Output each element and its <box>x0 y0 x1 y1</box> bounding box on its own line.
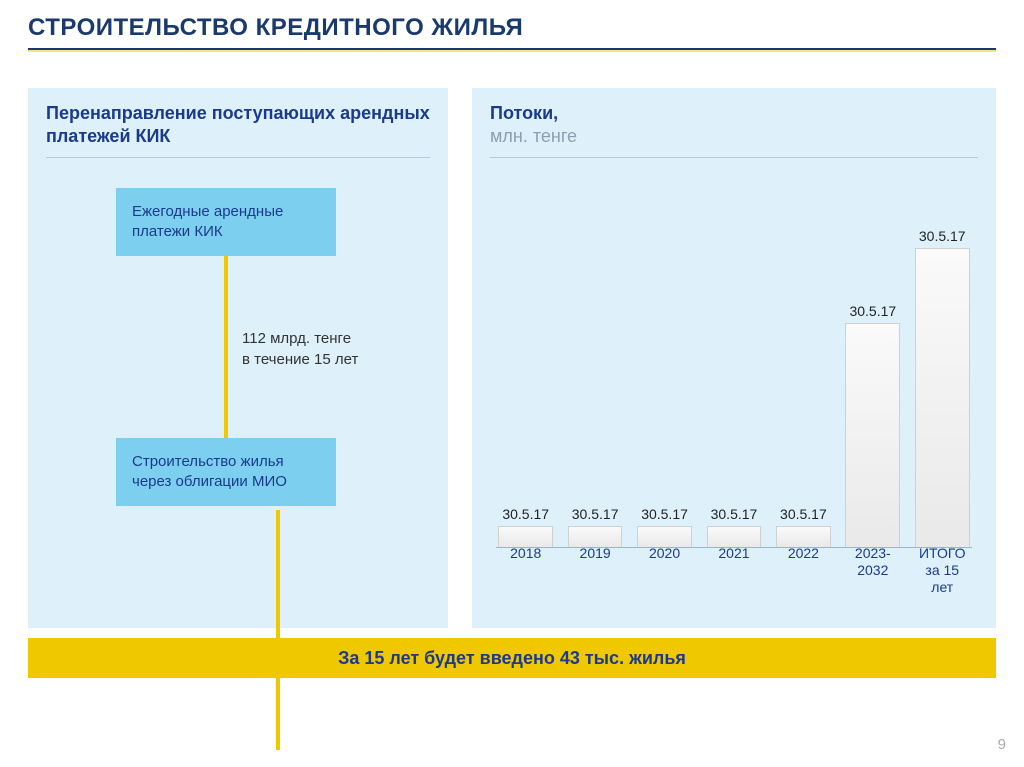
title-underline <box>28 48 996 50</box>
diagram-connector <box>224 256 228 438</box>
x-axis-label: ИТОГОза 15 лет <box>913 539 972 595</box>
bar-value-label: 30.5.17 <box>849 303 896 319</box>
right-panel-title-main: Потоки, <box>490 103 558 123</box>
x-axis-label: 2019 <box>565 539 624 595</box>
bar <box>845 323 900 548</box>
left-panel: Перенаправление поступающих арендных пла… <box>28 88 448 628</box>
bar-value-label: 30.5.17 <box>641 506 688 522</box>
summary-banner: За 15 лет будет введено 43 тыс. жилья <box>28 638 996 678</box>
panels-container: Перенаправление поступающих арендных пла… <box>0 50 1024 628</box>
x-axis-label: 2018 <box>496 539 555 595</box>
right-panel-title: Потоки, млн. тенге <box>490 102 978 158</box>
diagram-node-payments: Ежегодные арендные платежи КИК <box>116 188 336 257</box>
left-panel-title: Перенаправление поступающих арендных пла… <box>46 102 430 158</box>
bar-value-label: 30.5.17 <box>780 506 827 522</box>
page-number: 9 <box>998 736 1006 753</box>
x-axis-label: 2021 <box>704 539 763 595</box>
connector-tail <box>276 510 280 750</box>
right-panel-title-sub: млн. тенге <box>490 126 577 146</box>
page-title: СТРОИТЕЛЬСТВО КРЕДИТНОГО ЖИЛЬЯ <box>0 0 1024 48</box>
right-panel: Потоки, млн. тенге 30.5.1730.5.1730.5.17… <box>472 88 996 628</box>
x-axis-label: 2022 <box>774 539 833 595</box>
bar-value-label: 30.5.17 <box>502 506 549 522</box>
x-axis-labels: 201820192020202120222023-2032ИТОГОза 15 … <box>496 539 972 595</box>
bar-value-label: 30.5.17 <box>572 506 619 522</box>
flow-diagram: Ежегодные арендные платежи КИК 112 млрд.… <box>46 188 430 618</box>
bar-column: 30.5.17 <box>843 303 902 548</box>
diagram-node-construction: Строительство жилья через облигации МИО <box>116 438 336 507</box>
x-axis-label: 2020 <box>635 539 694 595</box>
left-panel-title-text: Перенаправление поступающих арендных пла… <box>46 103 430 146</box>
bar-value-label: 30.5.17 <box>919 228 966 244</box>
bar-chart: 30.5.17 30.5.17 30.5.17 30.5.17 30.5.17 30.5.… <box>490 176 978 596</box>
bar-value-label: 30.5.17 <box>711 506 758 522</box>
bar-column: 30.5.17 <box>913 228 972 548</box>
bars-row: 30.5.17 30.5.17 30.5.17 30.5.17 30.5.17 30.5.… <box>496 208 972 548</box>
connector-label: 112 млрд. тенгев течение 15 лет <box>242 328 432 370</box>
bar <box>915 248 970 548</box>
x-axis-label: 2023-2032 <box>843 539 902 595</box>
